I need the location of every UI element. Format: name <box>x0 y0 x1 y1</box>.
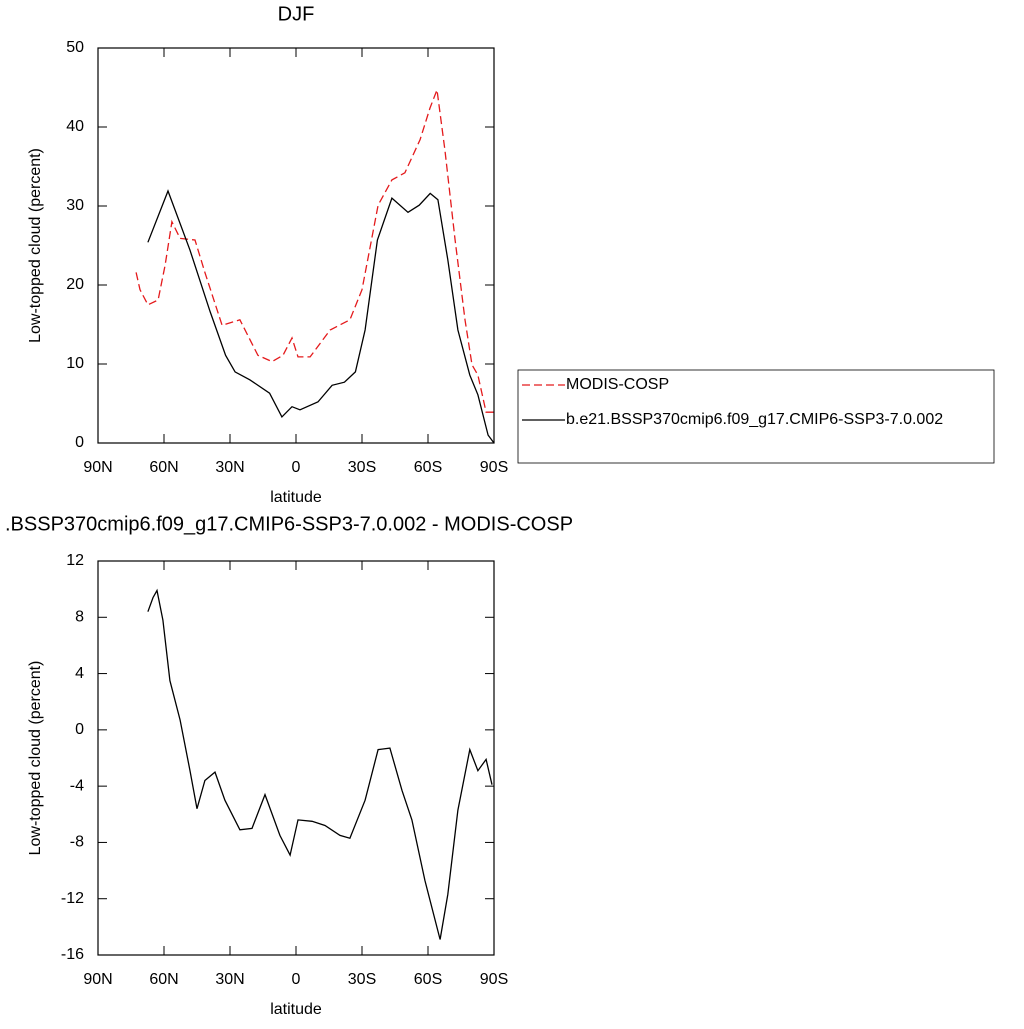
x-tick-label: 90N <box>83 971 112 988</box>
x-axis-label: latitude <box>270 489 322 506</box>
x-tick-label: 60N <box>149 971 178 988</box>
y-tick-label: 50 <box>66 39 84 56</box>
plot-frame <box>97 560 495 956</box>
x-tick-label: 0 <box>292 459 301 476</box>
y-tick-label: 0 <box>75 721 84 738</box>
y-tick-label: -12 <box>61 890 84 907</box>
x-tick-label: 90S <box>480 971 508 988</box>
y-tick-label: -4 <box>70 777 84 794</box>
y-tick-label: 12 <box>66 552 84 569</box>
y-tick-label: 20 <box>66 276 84 293</box>
x-tick-label: 60S <box>414 971 442 988</box>
y-tick-label: 30 <box>66 197 84 214</box>
y-tick-label: -16 <box>61 946 84 963</box>
x-tick-label: 30S <box>348 459 376 476</box>
legend-box <box>517 369 995 464</box>
x-tick-label: 30N <box>215 971 244 988</box>
x-tick-label: 90N <box>83 459 112 476</box>
data-line <box>147 189 495 444</box>
y-tick-label: -8 <box>70 834 84 851</box>
y-tick-label: 40 <box>66 118 84 135</box>
chart-title: DJF <box>278 3 315 25</box>
x-tick-label: 60S <box>414 459 442 476</box>
chart-title: .BSSP370cmip6.f09_g17.CMIP6-SSP3-7.0.002… <box>5 513 573 535</box>
x-axis-label: latitude <box>270 1001 322 1018</box>
legend-label: b.e21.BSSP370cmip6.f09_g17.CMIP6-SSP3-7.… <box>566 411 943 428</box>
x-tick-label: 0 <box>292 971 301 988</box>
y-tick-label: 0 <box>75 434 84 451</box>
legend-label: MODIS-COSP <box>566 376 669 393</box>
plot-frame <box>97 47 495 444</box>
x-tick-label: 90S <box>480 459 508 476</box>
y-tick-label: 10 <box>66 355 84 372</box>
data-line <box>147 588 493 940</box>
x-tick-label: 30N <box>215 459 244 476</box>
x-tick-label: 60N <box>149 459 178 476</box>
y-tick-label: 8 <box>75 609 84 626</box>
data-line <box>135 89 494 413</box>
y-tick-label: 4 <box>75 665 84 682</box>
x-tick-label: 30S <box>348 971 376 988</box>
y-axis-label: Low-topped cloud (percent) <box>27 148 44 343</box>
y-axis-label: Low-topped cloud (percent) <box>27 661 44 856</box>
